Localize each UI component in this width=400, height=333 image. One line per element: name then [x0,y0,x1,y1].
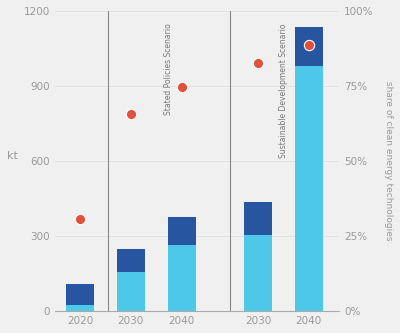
Point [255,61,261,66]
Bar [168,217,196,245]
Point [128,111,134,116]
Bar [244,235,272,311]
Point [178,85,185,90]
Bar [295,66,323,311]
Bar [295,27,323,66]
Bar [66,284,94,305]
Text: Stated Policies Scenario: Stated Policies Scenario [164,23,174,115]
Text: Sustainable Development Scenario: Sustainable Development Scenario [279,23,288,158]
Point [77,216,83,221]
Bar [244,202,272,235]
Y-axis label: share of clean energy technologies: share of clean energy technologies [384,81,393,241]
Bar [117,272,145,311]
Bar [117,249,145,272]
Point [306,42,312,47]
Bar [66,305,94,311]
Y-axis label: kt: kt [7,151,18,161]
Bar [168,245,196,311]
